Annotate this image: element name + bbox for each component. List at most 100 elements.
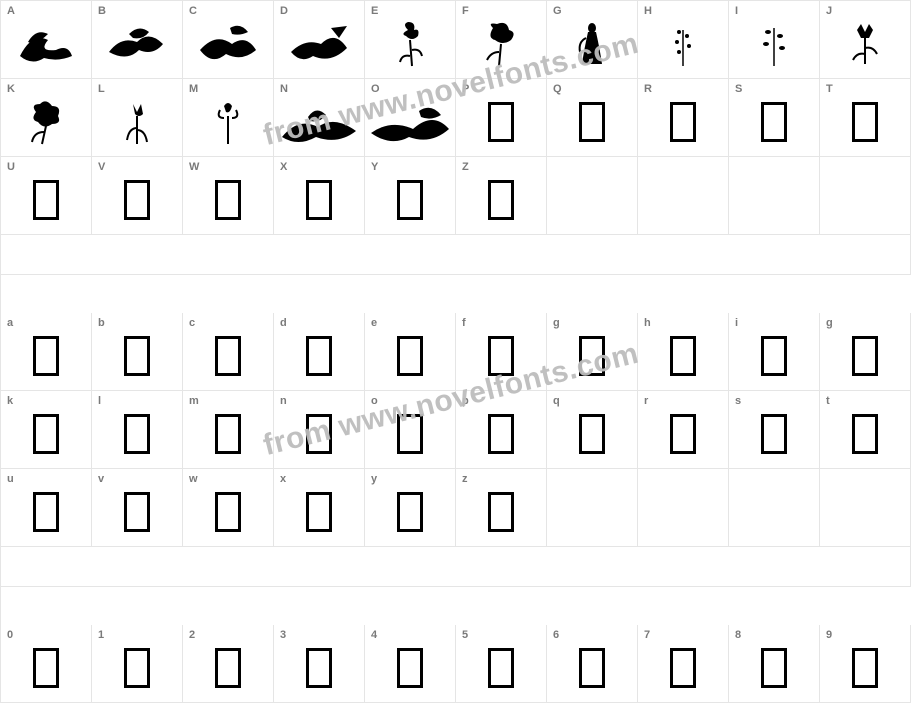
glyph-cell: H [638,1,729,79]
glyph-box [456,313,546,390]
glyph-box [547,313,637,390]
glyph-box [456,391,546,468]
glyph-box [638,1,728,78]
glyph-box [547,391,637,468]
missing-glyph-icon [124,492,150,532]
glyph-cell [729,157,820,235]
glyph-cell: U [1,157,92,235]
missing-glyph-icon [215,492,241,532]
glyph-cell: 8 [729,625,820,703]
glyph-cell: s [729,391,820,469]
glyph-box [456,157,546,234]
glyph-cell: T [820,79,911,157]
glyph-cell: P [456,79,547,157]
glyph-cell: t [820,391,911,469]
glyph-box [547,79,637,156]
glyph-box [547,157,637,234]
glyph-cell: N [274,79,365,157]
missing-glyph-icon [852,336,878,376]
flower-glyph-icon [200,100,256,146]
glyph-cell: d [274,313,365,391]
glyph-cell: m [183,391,274,469]
spacer-row [1,547,911,587]
glyph-box [729,391,819,468]
glyph-cell: b [92,313,183,391]
missing-glyph-icon [306,492,332,532]
glyph-box [820,391,910,468]
missing-glyph-icon [33,414,59,454]
flower-glyph-icon [655,22,711,68]
glyph-box [183,313,273,390]
glyph-cell: 1 [92,625,183,703]
glyph-cell: R [638,79,729,157]
missing-glyph-icon [33,180,59,220]
glyph-box [729,79,819,156]
glyph-box [92,391,182,468]
missing-glyph-icon [397,180,423,220]
glyph-box [1,469,91,546]
glyph-cell: V [92,157,183,235]
flower-glyph-icon [278,97,360,149]
glyph-box [1,625,91,702]
glyph-cell: D [274,1,365,79]
missing-glyph-icon [397,492,423,532]
glyph-box [183,469,273,546]
glyph-cell [638,469,729,547]
glyph-box [274,391,364,468]
character-map-grid: ABCDEFGHIJKLMNOPQRSTUVWXYZabcdefghigklmn… [0,0,911,703]
glyph-cell: E [365,1,456,79]
glyph-cell [547,469,638,547]
glyph-box [456,1,546,78]
glyph-box [456,469,546,546]
glyph-cell [638,157,729,235]
missing-glyph-icon [33,492,59,532]
glyph-box [1,79,91,156]
glyph-cell: Y [365,157,456,235]
spacer-row [1,235,911,275]
missing-glyph-icon [670,102,696,142]
glyph-box [820,469,910,546]
glyph-cell: 4 [365,625,456,703]
flower-glyph-icon [18,22,74,68]
glyph-box [92,469,182,546]
glyph-cell: i [729,313,820,391]
glyph-cell: u [1,469,92,547]
glyph-box [92,79,182,156]
glyph-cell: A [1,1,92,79]
glyph-cell: 9 [820,625,911,703]
missing-glyph-icon [397,336,423,376]
glyph-box [365,157,455,234]
glyph-box [820,313,910,390]
missing-glyph-icon [124,180,150,220]
glyph-box [92,625,182,702]
flower-glyph-icon [564,22,620,68]
glyph-box [92,157,182,234]
glyph-cell: g [547,313,638,391]
glyph-cell: a [1,313,92,391]
glyph-cell [820,157,911,235]
missing-glyph-icon [761,102,787,142]
glyph-cell: Q [547,79,638,157]
missing-glyph-icon [488,336,514,376]
glyph-box [365,469,455,546]
missing-glyph-icon [215,180,241,220]
glyph-box [274,157,364,234]
missing-glyph-icon [488,102,514,142]
glyph-cell: z [456,469,547,547]
glyph-cell: o [365,391,456,469]
glyph-cell: x [274,469,365,547]
missing-glyph-icon [579,102,605,142]
missing-glyph-icon [670,336,696,376]
glyph-box [1,391,91,468]
glyph-cell: v [92,469,183,547]
glyph-cell: J [820,1,911,79]
missing-glyph-icon [306,414,332,454]
flower-glyph-icon [109,100,165,146]
missing-glyph-icon [761,414,787,454]
glyph-box [638,157,728,234]
glyph-box [729,469,819,546]
missing-glyph-icon [124,414,150,454]
flower-glyph-icon [837,22,893,68]
glyph-box [729,157,819,234]
missing-glyph-icon [124,336,150,376]
